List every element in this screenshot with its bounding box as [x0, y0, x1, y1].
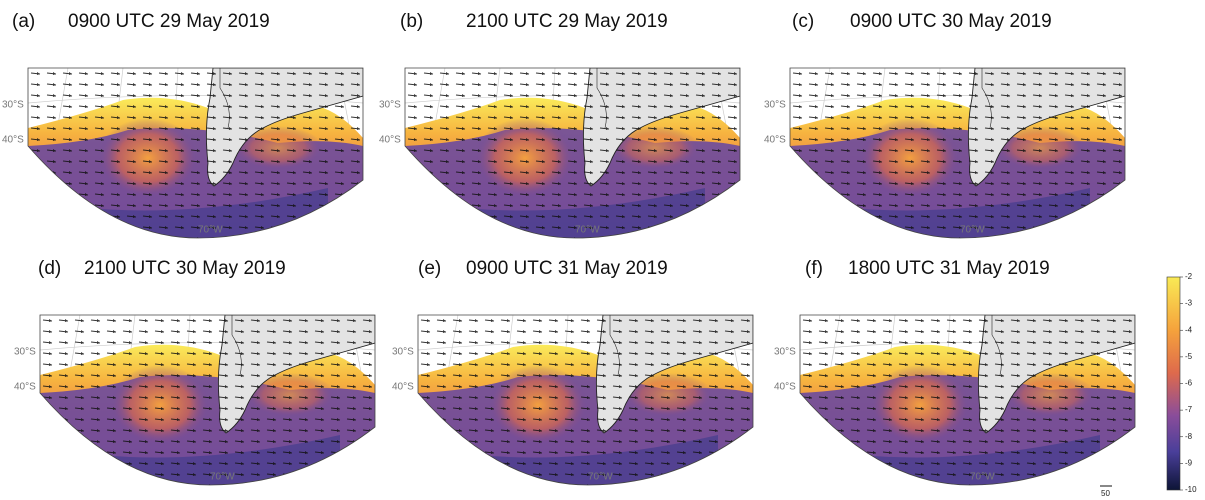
map [790, 68, 1125, 238]
colorbar [1167, 277, 1180, 490]
vector-key-label: 50 [1101, 489, 1110, 498]
lat-label: 30°S [392, 347, 414, 358]
panel-title: 2100 UTC 30 May 2019 [84, 258, 286, 279]
lat-label: 40°S [392, 382, 414, 393]
panel: (c) 0900 UTC 30 May 2019 30°S 40°S 70°W [764, 11, 1125, 238]
colorbar-tick-label: -4 [1185, 325, 1193, 334]
panel-label: (d) [38, 258, 61, 279]
colorbar-tick-label: -9 [1185, 458, 1193, 467]
panel: (d) 2100 UTC 30 May 2019 30°S 40°S 70°W [14, 258, 375, 485]
colorbar-tick-label: -10 [1185, 485, 1197, 494]
lat-label: 40°S [764, 135, 786, 146]
panel-label: (f) [805, 258, 823, 279]
lon-label: 70°W [588, 472, 613, 483]
map [28, 68, 363, 238]
lon-label: 70°W [198, 225, 223, 236]
map [40, 315, 375, 485]
panel-title: 0900 UTC 30 May 2019 [850, 11, 1052, 32]
lat-label: 30°S [379, 100, 401, 111]
panel-title: 2100 UTC 29 May 2019 [466, 11, 668, 32]
panel-title: 0900 UTC 31 May 2019 [466, 258, 668, 279]
figure: (a) 0900 UTC 29 May 2019 30°S 40°S 70°W (b) 21… [0, 0, 1205, 500]
lat-label: 30°S [2, 100, 24, 111]
lon-label: 70°W [575, 225, 600, 236]
panel-title: 0900 UTC 29 May 2019 [68, 11, 270, 32]
colorbar-tick-label: -7 [1185, 405, 1193, 414]
lat-label: 40°S [774, 382, 796, 393]
panel-label: (b) [400, 11, 423, 32]
panel-label: (e) [418, 258, 441, 279]
lat-label: 30°S [774, 347, 796, 358]
panel: (e) 0900 UTC 31 May 2019 30°S 40°S 70°W [392, 258, 753, 485]
colorbar-tick-label: -6 [1185, 379, 1193, 388]
lon-label: 70°W [210, 472, 235, 483]
colorbar-tick-label: -8 [1185, 432, 1193, 441]
colorbar-tick-label: -2 [1185, 272, 1193, 281]
map [405, 68, 740, 238]
panel: (b) 2100 UTC 29 May 2019 30°S 40°S 70°W [379, 11, 740, 238]
panel-label: (c) [792, 11, 814, 32]
lat-label: 40°S [379, 135, 401, 146]
lon-label: 70°W [970, 472, 995, 483]
panel-label: (a) [12, 11, 35, 32]
map [418, 315, 753, 485]
lat-label: 40°S [2, 135, 24, 146]
lon-label: 70°W [960, 225, 985, 236]
panel-title: 1800 UTC 31 May 2019 [848, 258, 1050, 279]
lat-label: 30°S [764, 100, 786, 111]
colorbar-tick-label: -5 [1185, 352, 1193, 361]
lat-label: 40°S [14, 382, 36, 393]
lat-label: 30°S [14, 347, 36, 358]
colorbar-tick-label: -3 [1185, 299, 1193, 308]
panel: (a) 0900 UTC 29 May 2019 30°S 40°S 70°W [2, 11, 363, 238]
panel: (f) 1800 UTC 31 May 2019 30°S 40°S 70°W [774, 258, 1135, 485]
map [800, 315, 1135, 485]
